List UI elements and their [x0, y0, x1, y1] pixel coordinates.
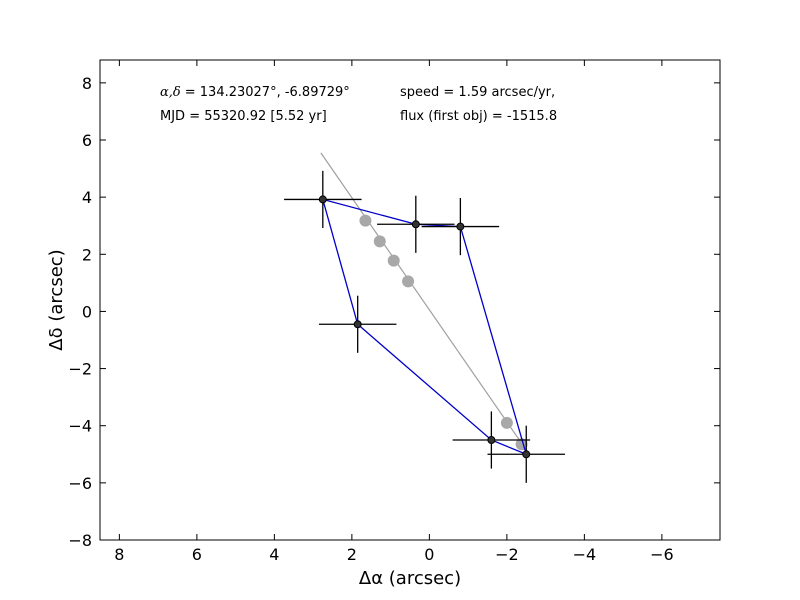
- x-tick-label: 0: [424, 545, 434, 564]
- radec-symbol: α,δ: [160, 85, 181, 100]
- y-tick-label: 6: [82, 131, 92, 150]
- plot-frame: [99, 59, 721, 541]
- x-tick-label: −4: [573, 545, 597, 564]
- predicted-point: [359, 214, 372, 227]
- predicted-point: [500, 416, 513, 429]
- y-tick-label: −8: [68, 531, 92, 550]
- observation-point: [456, 222, 465, 231]
- y-tick-label: 0: [82, 302, 92, 321]
- mjd-annotation: MJD = 55320.92 [5.52 yr]: [160, 109, 327, 124]
- y-axis-title: Δδ (arcsec): [46, 249, 67, 350]
- x-tick-label: −6: [650, 545, 674, 564]
- observation-point: [318, 195, 327, 204]
- x-tick-label: −2: [495, 545, 519, 564]
- x-tick-label: 4: [269, 545, 279, 564]
- x-tick-label: 8: [114, 545, 124, 564]
- fit-line-layer: [320, 152, 525, 448]
- predicted-point: [373, 235, 386, 248]
- y-tick-label: 4: [82, 188, 92, 207]
- observations-layer: [318, 195, 531, 459]
- y-tick-label: 8: [82, 74, 92, 93]
- fit-line: [320, 152, 525, 448]
- observation-point: [522, 450, 531, 459]
- predicted-point: [402, 275, 415, 288]
- y-tick-label: −6: [68, 474, 92, 493]
- y-tick-label: −4: [68, 417, 92, 436]
- predicted-point: [387, 254, 400, 267]
- y-ticks: 8 6 4 2 0 −2 −4 −6 −8: [68, 74, 720, 550]
- x-axis-title: Δα (arcsec): [359, 568, 461, 589]
- x-tick-label: 6: [192, 545, 202, 564]
- observation-point: [411, 220, 420, 229]
- speed-annotation: speed = 1.59 arcsec/yr,: [400, 85, 555, 100]
- radec-value: = 134.23027°, -6.89729°: [185, 85, 350, 100]
- y-tick-label: −2: [68, 360, 92, 379]
- observation-point: [487, 436, 496, 444]
- x-ticks: 8 6 4 2 0 −2 −4 −6: [114, 60, 674, 564]
- flux-annotation: flux (first obj) = -1515.8: [400, 109, 557, 124]
- y-tick-label: 2: [82, 245, 92, 264]
- radec-annotation: α,δ = 134.23027°, -6.89729°: [160, 85, 350, 100]
- observation-point: [353, 320, 362, 329]
- x-tick-label: 2: [347, 545, 357, 564]
